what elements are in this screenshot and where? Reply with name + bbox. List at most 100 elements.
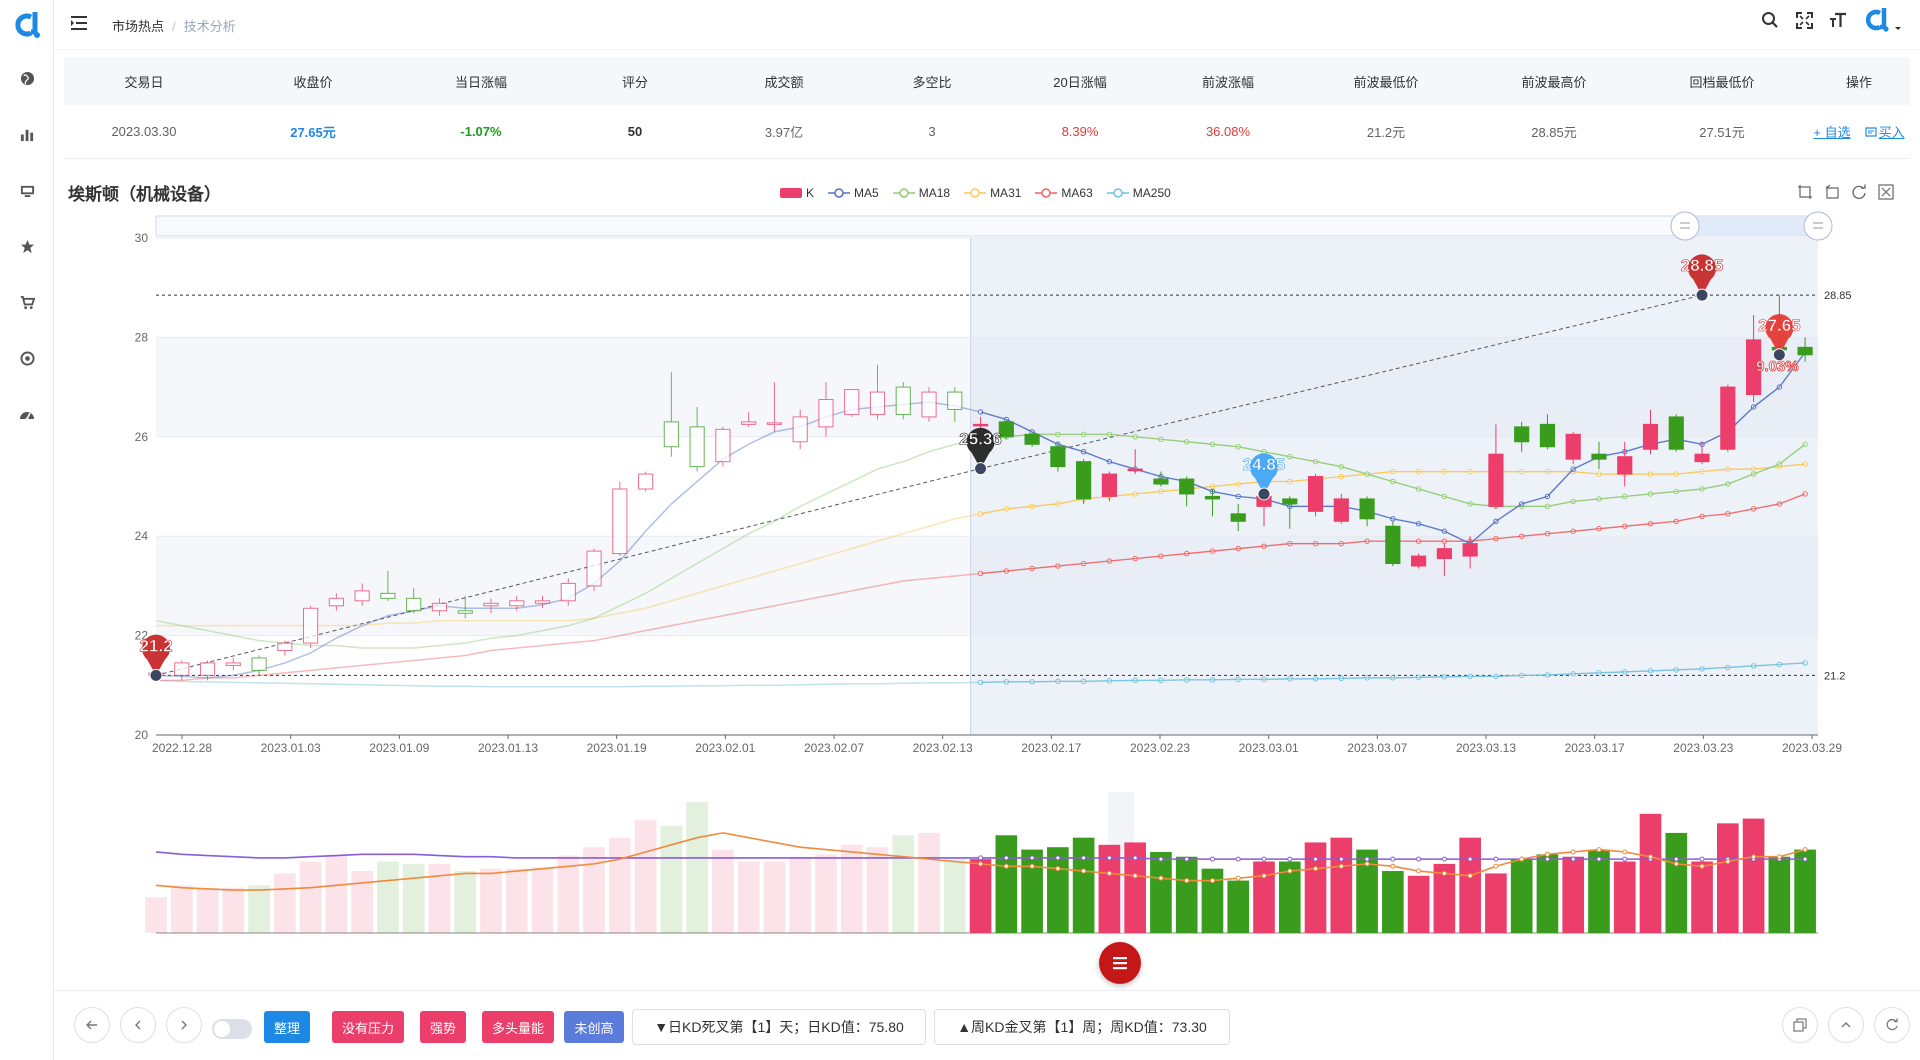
candle [1411, 553, 1427, 569]
ma31-point [1003, 506, 1010, 512]
weekly-kd-message[interactable]: ▲周KD金叉第【1】周；周KD值：73.30 [934, 1009, 1230, 1045]
ma31-point [1029, 503, 1035, 510]
ma63-point [1441, 538, 1448, 544]
menu-toggle-icon[interactable] [70, 14, 88, 32]
candle [1076, 459, 1092, 504]
tag-bull-volume[interactable]: 多头量能 [482, 1011, 554, 1043]
volume-bar [892, 835, 915, 933]
ma5-line-active [980, 351, 1806, 545]
breadcrumb-root[interactable]: 市场热点 [112, 19, 165, 34]
refresh-button[interactable] [1874, 1007, 1910, 1043]
app-logo-icon[interactable] [11, 8, 43, 40]
volume-bar [351, 871, 373, 933]
ma250-point [1132, 677, 1138, 684]
header-wave-high: 前波最高价 [1521, 74, 1587, 90]
legend-item-ma31[interactable]: MA31 [964, 186, 1021, 200]
zoom-reset-icon[interactable] [1824, 184, 1840, 200]
price-marker: 27.65 [1758, 314, 1801, 362]
x-tick-label: 2023.01.03 [261, 741, 321, 755]
y-tick-label: 26 [135, 430, 149, 444]
legend-item-ma18[interactable]: MA18 [892, 186, 950, 200]
ma5-point [1080, 449, 1087, 455]
buy-link-wrap[interactable]: 买入 [1864, 122, 1905, 141]
volume-ma-line-point [1570, 856, 1576, 862]
volume-bar [1485, 873, 1507, 933]
y-tick-label: 20 [135, 728, 149, 742]
scroll-top-button[interactable] [1828, 1007, 1864, 1043]
sidebar-item-target[interactable] [0, 341, 54, 375]
candle [818, 382, 834, 437]
candle [380, 570, 396, 601]
candle-body [277, 642, 293, 652]
bottom-bar: 整理 没有压力 强势 多头量能 未创高 ▼日KD死叉第【1】天；日KD值：75.… [54, 990, 1920, 1060]
ma63-point [1570, 528, 1576, 534]
zoom-slider-handle[interactable] [1670, 211, 1700, 241]
cell-wave-chg: 36.08% [1205, 124, 1251, 139]
tag-strong[interactable]: 强势 [420, 1011, 466, 1043]
font-size-icon[interactable] [1828, 10, 1848, 30]
buy-link[interactable]: 买入 [1878, 125, 1905, 140]
candle [1668, 414, 1684, 452]
legend-item-ma63[interactable]: MA63 [1035, 186, 1093, 200]
ma5-point [1055, 441, 1061, 447]
header-score: 评分 [621, 74, 648, 90]
candle-body [431, 602, 448, 612]
volume-bar [299, 861, 322, 933]
sidebar-item-favorites[interactable] [0, 229, 54, 263]
candle-body [895, 386, 911, 415]
sidebar-item-analysis[interactable] [0, 117, 54, 151]
ma250-line [155, 662, 1806, 688]
zoom-slider-window [1685, 216, 1818, 236]
next-button[interactable] [166, 1007, 202, 1043]
legend-item-ma5[interactable]: MA5 [828, 186, 879, 200]
ma63-point [1802, 491, 1808, 497]
candle-body [148, 672, 164, 676]
ma5-point [1467, 540, 1473, 547]
sidebar-item-monitor[interactable] [0, 173, 54, 207]
volume-bar [1098, 844, 1121, 933]
volume-ma-line-2-point [1158, 875, 1164, 881]
tag-no-new-high[interactable]: 未创高 [564, 1011, 624, 1043]
ma250-point [1055, 678, 1061, 685]
add-watchlist-link[interactable]: + 自选 [1813, 125, 1851, 140]
tag-no-pressure[interactable]: 没有压力 [332, 1011, 404, 1043]
legend-item-ma250[interactable]: MA250 [1106, 186, 1171, 200]
candle [534, 595, 551, 609]
volume-bar [712, 849, 734, 933]
ma18-point [1183, 439, 1190, 445]
tag-consolidation[interactable]: 整理 [264, 1011, 310, 1043]
ma250-point [1364, 675, 1370, 681]
zoom-slider-handle[interactable] [1803, 211, 1833, 241]
candle-body [1488, 453, 1504, 507]
volume-ma-line-2-point [1725, 859, 1731, 864]
legend-label: K [806, 186, 815, 200]
candle [277, 640, 293, 656]
fullscreen-icon[interactable] [1794, 10, 1814, 30]
sidebar-item-market[interactable] [0, 61, 54, 95]
user-avatar-icon[interactable] [1862, 8, 1902, 32]
float-menu-button[interactable] [1099, 942, 1141, 984]
ma5-point [1312, 503, 1319, 510]
legend-symbol [780, 188, 802, 198]
search-icon[interactable] [1760, 10, 1780, 30]
ma18-point [1493, 503, 1499, 510]
volume-ma-line-point [1313, 856, 1319, 862]
save-image-icon[interactable] [1878, 184, 1894, 200]
prev-button[interactable] [120, 1007, 156, 1043]
target-icon [19, 350, 35, 366]
ma18-point [1802, 441, 1808, 447]
ma63-point [1622, 523, 1628, 529]
mode-toggle[interactable] [212, 1019, 252, 1039]
daily-kd-message[interactable]: ▼日KD死叉第【1】天；日KD值：75.80 [632, 1009, 926, 1045]
zoom-select-icon[interactable] [1797, 184, 1813, 200]
first-button[interactable] [74, 1007, 110, 1043]
candle [225, 657, 241, 671]
copy-button[interactable] [1782, 1007, 1818, 1043]
restore-icon[interactable] [1851, 184, 1867, 200]
marker-dot [974, 462, 988, 476]
sidebar-item-trade[interactable] [0, 285, 54, 319]
candle-body [1153, 478, 1169, 485]
header-close: 收盘价 [293, 74, 333, 90]
legend-item-k[interactable]: K [780, 186, 814, 200]
sidebar-item-dashboard[interactable] [0, 397, 54, 431]
